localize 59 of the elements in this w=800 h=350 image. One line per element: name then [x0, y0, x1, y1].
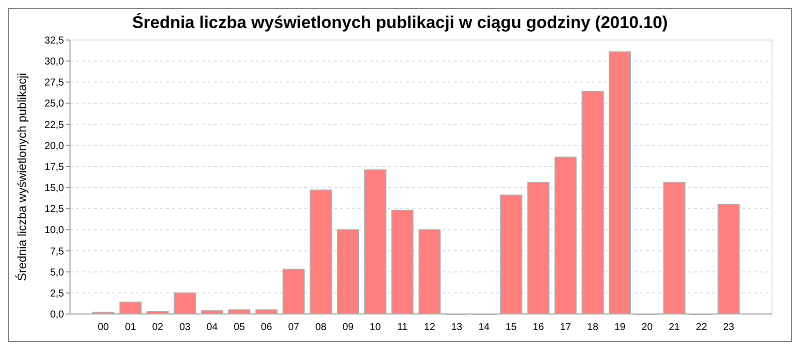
x-tick-label: 06 — [260, 322, 272, 333]
x-tick-label: 17 — [560, 322, 572, 333]
y-tick-label: 32,5 — [44, 36, 64, 46]
bar — [663, 182, 686, 314]
bar — [336, 229, 360, 314]
bar — [391, 210, 414, 314]
bar — [119, 302, 142, 314]
bar — [364, 169, 386, 314]
x-tick-label: 04 — [206, 322, 218, 333]
x-tick-label: 22 — [696, 322, 708, 333]
y-tick-label: 17,5 — [44, 162, 64, 173]
x-tick-label: 21 — [668, 322, 680, 333]
bar — [146, 310, 169, 314]
bar — [527, 182, 550, 314]
x-tick-label: 12 — [424, 322, 436, 333]
bar — [718, 204, 740, 314]
x-tick-label: 23 — [723, 322, 735, 333]
y-tick-label: 2,5 — [50, 288, 64, 300]
x-tick-label: 00 — [98, 322, 110, 333]
bar — [608, 51, 632, 314]
bar — [255, 309, 278, 314]
x-tick-label: 05 — [234, 322, 246, 333]
y-tick-label: 5,0 — [50, 267, 64, 278]
y-tick-label: 20,0 — [44, 140, 64, 152]
x-tick-label: 03 — [179, 322, 191, 333]
x-tick-label: 19 — [614, 322, 626, 333]
bar — [310, 190, 332, 314]
x-tick-label: 07 — [288, 322, 300, 333]
bar — [200, 310, 224, 314]
bar — [228, 309, 250, 314]
chart-title: Średnia liczba wyświetlonych publikacji w ciągu godziny (2010.10) — [132, 12, 668, 32]
bar — [582, 90, 604, 314]
y-tick-label: 7,5 — [50, 246, 64, 258]
bar — [418, 229, 441, 314]
x-tick-label: 18 — [587, 322, 599, 333]
y-axis-title: Średnia liczba wyświetlonych publikacji — [15, 72, 29, 282]
bar — [282, 268, 305, 314]
x-tick-label: 09 — [342, 322, 354, 333]
x-tick-label: 02 — [152, 322, 164, 333]
bar — [500, 194, 522, 314]
y-tick-label: 0,0 — [50, 310, 64, 320]
y-tick-label: 27,5 — [44, 78, 64, 89]
x-tick-label: 14 — [478, 322, 490, 333]
bar — [174, 292, 196, 314]
x-tick-label: 16 — [532, 322, 544, 333]
x-tick-label: 08 — [315, 322, 327, 333]
y-tick-label: 15,0 — [44, 183, 64, 194]
y-tick-label: 12,5 — [44, 204, 64, 216]
x-tick-label: 20 — [642, 322, 654, 333]
bar — [554, 156, 577, 314]
x-tick-label: 10 — [370, 322, 382, 333]
x-tick-label: 15 — [506, 322, 518, 333]
y-tick-label: 25,0 — [44, 98, 64, 110]
y-tick-label: 22,5 — [44, 120, 64, 131]
y-tick-label: 10,0 — [44, 225, 64, 236]
y-tick-label: 30,0 — [44, 56, 64, 68]
x-tick-label: 01 — [124, 322, 137, 333]
x-tick-label: 13 — [451, 322, 463, 333]
x-tick-label: 11 — [397, 322, 408, 333]
